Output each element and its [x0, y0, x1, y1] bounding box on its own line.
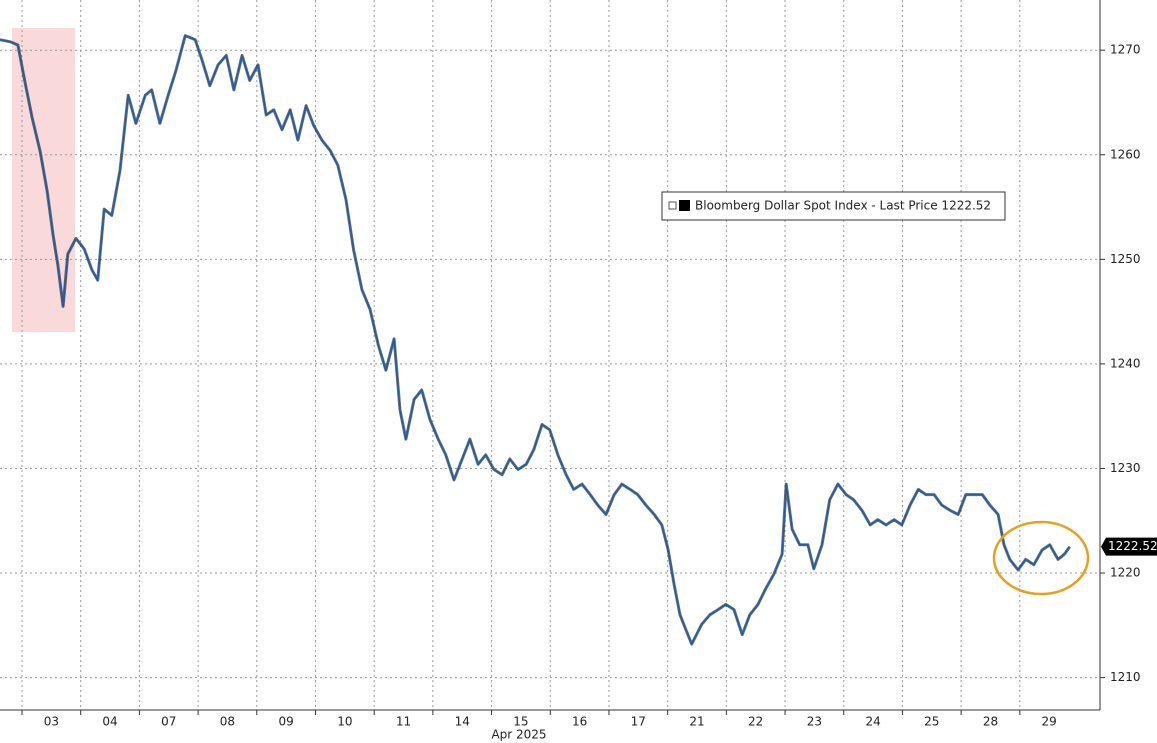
grid	[0, 0, 1100, 710]
x-tick-label: 28	[983, 715, 998, 729]
legend-toggle	[668, 201, 677, 210]
last-price-tag	[1101, 537, 1157, 556]
x-tick-label: 25	[924, 715, 939, 729]
x-tick-label: 24	[865, 715, 880, 729]
y-tick-label: 1220	[1110, 566, 1141, 580]
y-tick-label: 1210	[1110, 670, 1141, 684]
x-tick-label: 29	[1042, 715, 1057, 729]
x-tick-label: 17	[631, 715, 646, 729]
legend-swatch	[679, 200, 690, 211]
x-tick-label: 11	[396, 715, 411, 729]
legend-label: Bloomberg Dollar Spot Index - Last Price…	[695, 199, 991, 213]
price-line	[0, 34, 1071, 645]
x-axis-label: Apr 2025	[491, 728, 546, 742]
x-tick-label: 09	[278, 715, 293, 729]
y-tick-label: 1270	[1110, 43, 1141, 57]
x-tick-label: 04	[102, 715, 117, 729]
x-tick-label: 21	[689, 715, 704, 729]
last-price-label: 1222.52	[1108, 539, 1157, 553]
x-tick-label: 10	[337, 715, 352, 729]
highlight-circle	[992, 520, 1090, 596]
x-tick-label: 22	[748, 715, 763, 729]
plot	[0, 34, 1071, 646]
x-tick-label: 23	[807, 715, 822, 729]
x-tick-label: 16	[572, 715, 587, 729]
x-tick-label: 08	[220, 715, 235, 729]
x-tick-label: 15	[513, 715, 528, 729]
y-tick-label: 1240	[1110, 356, 1141, 370]
x-tick-label: 03	[44, 715, 59, 729]
x-tick-label: 14	[455, 715, 470, 729]
legend-box	[661, 191, 1006, 221]
y-tick-label: 1260	[1110, 147, 1141, 161]
price-line-shadow	[0, 34, 1071, 646]
legend: Bloomberg Dollar Spot Index - Last Price…	[661, 191, 1006, 221]
y-tick-label: 1250	[1110, 252, 1141, 266]
y-tick-label: 1230	[1110, 461, 1141, 475]
x-tick-label: 07	[161, 715, 176, 729]
